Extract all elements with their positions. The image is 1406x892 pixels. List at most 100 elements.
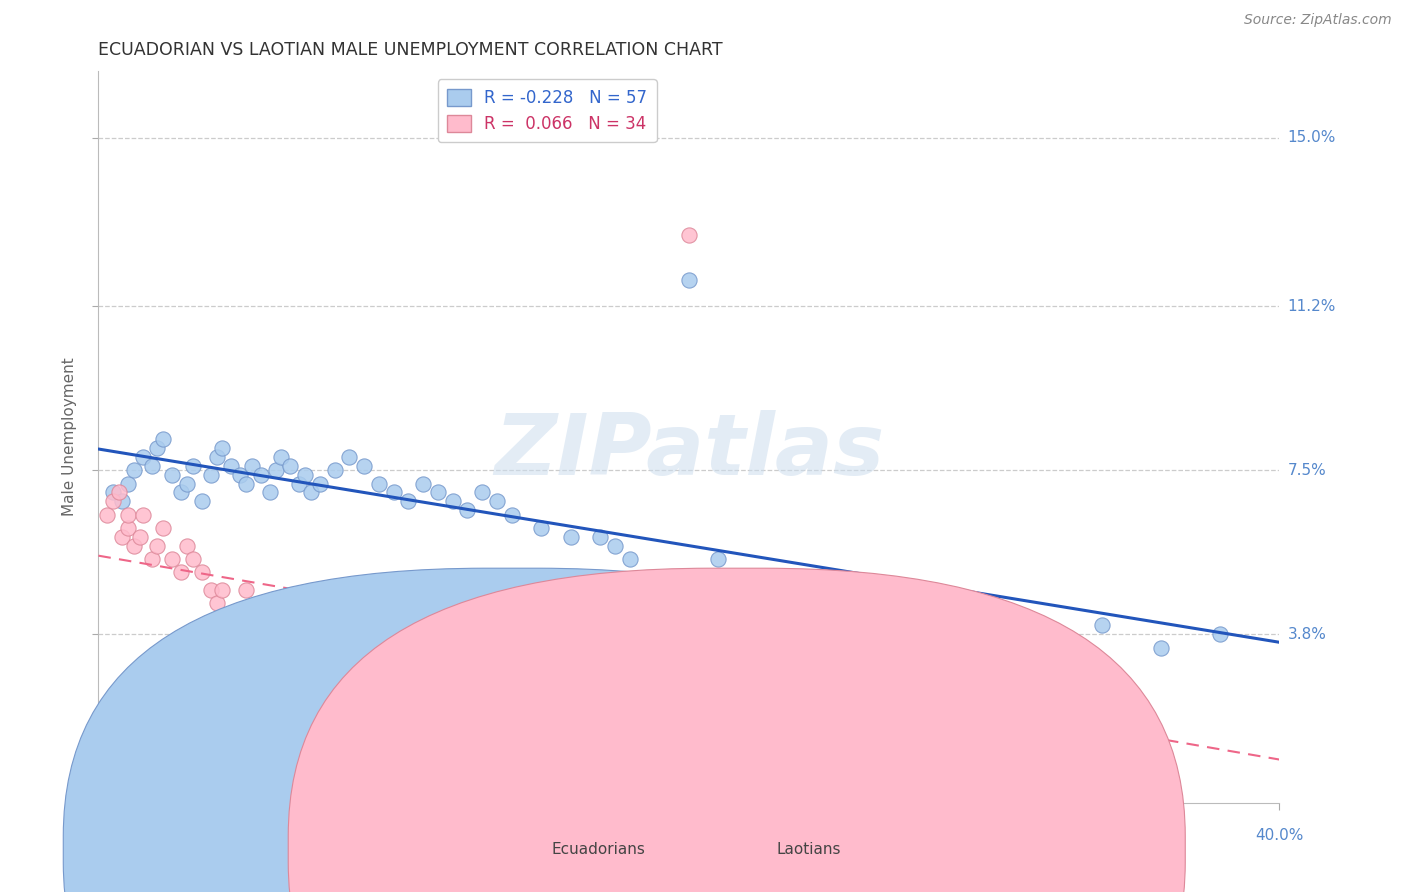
Point [368, 476, 391, 491]
Point [250, 596, 273, 610]
Point [191, 494, 214, 508]
Point [117, 521, 139, 535]
Point [707, 552, 730, 566]
Point [270, 450, 292, 464]
Point [294, 467, 316, 482]
Point [162, 552, 183, 566]
Point [211, 582, 233, 597]
Point [309, 476, 332, 491]
Point [471, 485, 494, 500]
Legend: R = -0.228   N = 57, R =  0.066   N = 34: R = -0.228 N = 57, R = 0.066 N = 34 [437, 79, 657, 143]
Point [412, 707, 434, 722]
Point [486, 494, 509, 508]
Point [766, 574, 789, 589]
Point [398, 494, 420, 508]
Point [141, 458, 163, 473]
Point [205, 596, 228, 610]
Text: ZIPatlas: ZIPatlas [494, 410, 884, 493]
Point [973, 596, 995, 610]
Point [560, 530, 582, 544]
Point [457, 503, 479, 517]
Text: ECUADORIAN VS LAOTIAN MALE UNEMPLOYMENT CORRELATION CHART: ECUADORIAN VS LAOTIAN MALE UNEMPLOYMENT … [98, 41, 723, 59]
Point [162, 467, 183, 482]
Point [122, 539, 145, 553]
Point [280, 458, 302, 473]
Point [339, 450, 361, 464]
Point [884, 609, 907, 624]
Point [111, 530, 134, 544]
Point [589, 530, 612, 544]
Text: 7.5%: 7.5% [1288, 463, 1326, 478]
Point [619, 707, 641, 722]
Point [560, 716, 582, 731]
Point [108, 485, 131, 500]
Point [176, 539, 198, 553]
Point [299, 485, 322, 500]
Text: Source: ZipAtlas.com: Source: ZipAtlas.com [1244, 13, 1392, 28]
Point [382, 485, 405, 500]
Text: Laotians: Laotians [776, 842, 841, 856]
Point [1150, 640, 1173, 655]
Point [309, 654, 332, 668]
Point [427, 485, 450, 500]
Point [240, 458, 263, 473]
Point [280, 627, 302, 641]
Point [132, 508, 155, 522]
Point [170, 485, 193, 500]
Point [288, 476, 311, 491]
Text: 15.0%: 15.0% [1288, 130, 1336, 145]
Point [103, 485, 125, 500]
Point [619, 552, 641, 566]
Point [122, 463, 145, 477]
Text: 11.2%: 11.2% [1288, 299, 1336, 314]
Point [191, 566, 214, 580]
Point [1032, 627, 1054, 641]
Text: 40.0%: 40.0% [1256, 828, 1303, 843]
Point [176, 476, 198, 491]
Point [181, 552, 204, 566]
Point [181, 458, 204, 473]
Point [678, 273, 700, 287]
Point [152, 432, 174, 446]
Point [264, 609, 287, 624]
Point [117, 508, 139, 522]
Point [825, 627, 848, 641]
Point [128, 530, 150, 544]
Point [200, 582, 222, 597]
Point [221, 458, 243, 473]
Point [264, 463, 287, 477]
Point [471, 707, 494, 722]
Point [117, 476, 139, 491]
Point [501, 508, 523, 522]
Point [382, 698, 405, 713]
Point [323, 463, 346, 477]
Point [132, 450, 155, 464]
Point [229, 467, 252, 482]
Point [103, 494, 125, 508]
Point [294, 640, 316, 655]
Text: Ecuadorians: Ecuadorians [551, 842, 645, 856]
Point [235, 476, 257, 491]
Point [111, 494, 134, 508]
Point [146, 539, 169, 553]
Point [605, 539, 627, 553]
Point [530, 521, 553, 535]
Point [211, 441, 233, 455]
Point [170, 566, 193, 580]
Point [205, 450, 228, 464]
Point [200, 467, 222, 482]
Point [353, 685, 375, 699]
Point [259, 485, 281, 500]
Point [1209, 627, 1232, 641]
Y-axis label: Male Unemployment: Male Unemployment [62, 358, 77, 516]
Point [152, 521, 174, 535]
Point [235, 582, 257, 597]
Point [353, 458, 375, 473]
Point [678, 228, 700, 243]
Point [1091, 618, 1114, 632]
Point [323, 663, 346, 677]
Point [441, 494, 464, 508]
Text: 3.8%: 3.8% [1288, 627, 1327, 642]
Point [250, 467, 273, 482]
Text: 0.0%: 0.0% [79, 828, 118, 843]
